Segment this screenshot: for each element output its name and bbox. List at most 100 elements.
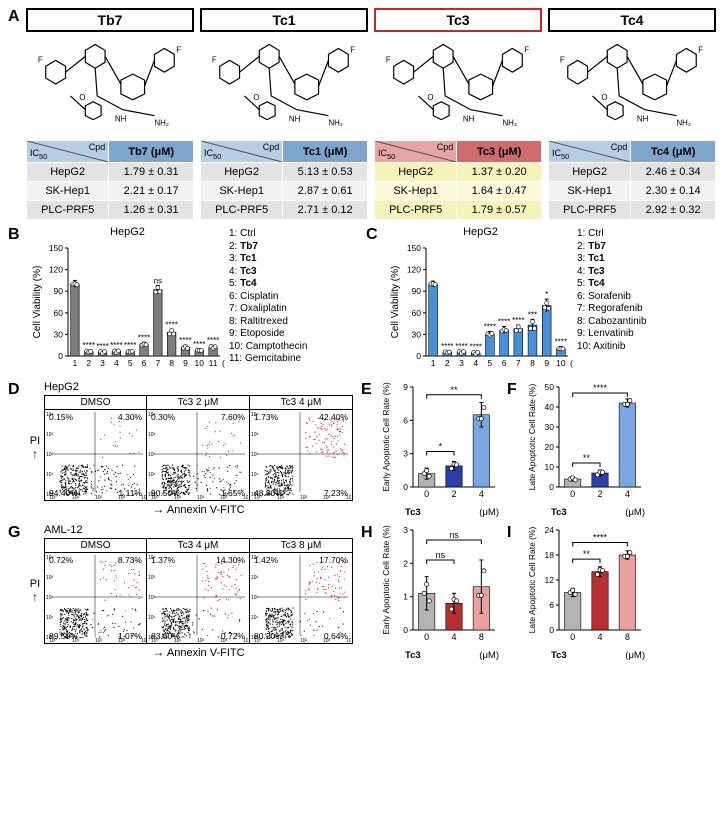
structure: FF ONH NH₂ <box>374 36 542 136</box>
data-point <box>427 599 431 603</box>
legend-item: 7: Regorafenib <box>577 303 647 316</box>
bar <box>500 330 509 356</box>
xtick: 2 <box>445 358 450 368</box>
svg-text:NH: NH <box>115 115 127 124</box>
legend-item: 8: Raltitrexed <box>229 316 307 329</box>
cell-line: SK-Hep1 <box>549 182 631 201</box>
ylabel: Late Apoptotic Cell Rate (%) <box>527 383 537 490</box>
hdr-cpd-unit: Tc4 (μM) <box>631 141 716 163</box>
data-point <box>600 470 604 474</box>
flow-panel: Tc3 4 μM 10⁰10⁰10¹10¹10²10²10³10³10⁴10⁴1… <box>147 538 250 644</box>
svg-text:10³: 10³ <box>251 575 259 581</box>
data-point <box>425 582 429 586</box>
xtick: 2 <box>597 489 602 499</box>
svg-text:10²: 10² <box>197 638 205 643</box>
xtick: 0 <box>424 632 429 642</box>
data-point <box>482 569 486 573</box>
data-point <box>185 346 189 350</box>
data-point <box>449 466 453 470</box>
legend-item: 4: Tc3 <box>577 266 647 279</box>
bar <box>429 284 438 356</box>
quad-value: 90.50% <box>151 488 180 498</box>
compound-title: Tc4 <box>548 8 716 32</box>
svg-text:F: F <box>698 45 703 54</box>
svg-text:F: F <box>560 55 565 64</box>
svg-text:O: O <box>427 93 433 102</box>
svg-text:O: O <box>79 93 85 102</box>
xtick: 5 <box>488 358 493 368</box>
quad-value: 0.64% <box>324 631 348 641</box>
cell-line: SK-Hep1 <box>27 182 109 201</box>
sig-label: ns <box>154 276 162 285</box>
data-point <box>518 328 522 332</box>
data-point <box>514 329 518 333</box>
legend-item: 4: Tc3 <box>229 266 307 279</box>
panel-g: AML-12PI↑DMSO 10⁰10⁰10¹10¹10²10²10³10³10… <box>26 524 353 659</box>
figure: A Tb7 FF ONH NH₂ Cpd IC50 Tb7 (μM)HepG2 … <box>8 8 716 661</box>
legend-item: 7: Oxaliplatin <box>229 303 307 316</box>
scatter-icon: 10⁰10⁰10¹10¹10²10²10³10³10⁴10⁴ <box>147 553 248 643</box>
xtick: 0 <box>570 632 575 642</box>
ytick: 30 <box>412 329 422 339</box>
ytick: 0 <box>549 625 554 635</box>
flow-cell-line: AML-12 <box>26 524 353 536</box>
panel-c: HepG2 0306090120150Cell Viability (%)1**… <box>388 226 573 375</box>
compound-col-tc4: Tc4 FF ONH NH₂ Cpd IC50 Tc4 (μM)HepG2 2.… <box>548 8 716 220</box>
scatter-icon: 10⁰10⁰10¹10¹10²10²10³10³10⁴10⁴ <box>45 553 146 643</box>
sig-label: **** <box>138 333 150 342</box>
ic50-value: 2.71 ± 0.12 <box>283 201 368 220</box>
bar <box>485 334 494 356</box>
bar <box>564 593 580 631</box>
panel-g-label: G <box>8 524 26 659</box>
sig-label: **** <box>512 316 524 325</box>
mini-bar-svg: 06121824Late Apoptotic Cell Rate (%)048*… <box>525 524 645 649</box>
bar-chart-svg: 0306090120150Cell Viability (%)1****2***… <box>388 240 573 375</box>
legend-item: 1: Ctrl <box>229 228 307 241</box>
hdr-ic50: IC50 <box>378 148 395 161</box>
sig-label: **** <box>555 338 567 347</box>
panel-a-label: A <box>8 8 26 26</box>
ytick: 40 <box>545 402 555 412</box>
legend-item: 10: Axitinib <box>577 341 647 354</box>
data-point <box>628 550 632 554</box>
ylabel: Early Apoptotic Cell Rate (%) <box>381 382 391 492</box>
svg-text:10²: 10² <box>148 595 156 601</box>
svg-text:10¹: 10¹ <box>251 615 259 621</box>
flow-panel: DMSO 10⁰10⁰10¹10¹10²10²10³10³10⁴10⁴0.72%… <box>44 538 147 644</box>
svg-text:F: F <box>350 45 355 54</box>
ytick: 6 <box>403 415 408 425</box>
sig-label: **** <box>193 340 205 349</box>
data-point <box>504 328 508 332</box>
mini-bar-svg: 01020304050Late Apoptotic Cell Rate (%)0… <box>525 381 645 506</box>
flow-panel-title: Tc3 8 μM <box>250 539 352 553</box>
svg-text:F: F <box>176 45 181 54</box>
panel-e-label: E <box>361 381 379 518</box>
legend-item: 2: Tb7 <box>577 241 647 254</box>
flow-panel: Tc3 8 μM 10⁰10⁰10¹10¹10²10²10³10³10⁴10⁴1… <box>250 538 353 644</box>
panel-i-label: I <box>507 524 525 661</box>
ytick: 90 <box>412 286 422 296</box>
sig-label: *** <box>528 310 537 319</box>
ic50-value: 2.87 ± 0.61 <box>283 182 368 201</box>
svg-text:F: F <box>524 45 529 54</box>
panel-d-label: D <box>8 381 26 516</box>
mini-bar-svg: 0123Early Apoptotic Cell Rate (%)048nsns <box>379 524 499 649</box>
svg-text:10³: 10³ <box>46 432 54 438</box>
compound-title: Tc3 <box>374 8 542 32</box>
flow-y-axis: PI↑ <box>26 395 44 501</box>
quad-value: 8.73% <box>118 555 142 565</box>
bar <box>154 290 163 356</box>
hdr-cpd: Cpd <box>437 142 454 152</box>
ytick: 2 <box>403 558 408 568</box>
panel-b: HepG2 0306090120150Cell Viability (%)1**… <box>30 226 225 375</box>
ytick: 50 <box>545 382 555 392</box>
panel-d: HepG2PI↑DMSO 10⁰10⁰10¹10¹10²10²10³10³10⁴… <box>26 381 353 516</box>
cell-line: HepG2 <box>549 163 631 182</box>
panel-c-legend: 1: Ctrl2: Tb73: Tc14: Tc35: Tc46: Sorafe… <box>577 226 647 353</box>
legend-item: 2: Tb7 <box>229 241 307 254</box>
sig-label: **** <box>83 341 95 350</box>
data-point <box>422 591 426 595</box>
ylabel: Cell Viability (%) <box>390 266 401 339</box>
legend-item: 8: Cabozantinib <box>577 316 647 329</box>
compound-title: Tb7 <box>26 8 194 32</box>
